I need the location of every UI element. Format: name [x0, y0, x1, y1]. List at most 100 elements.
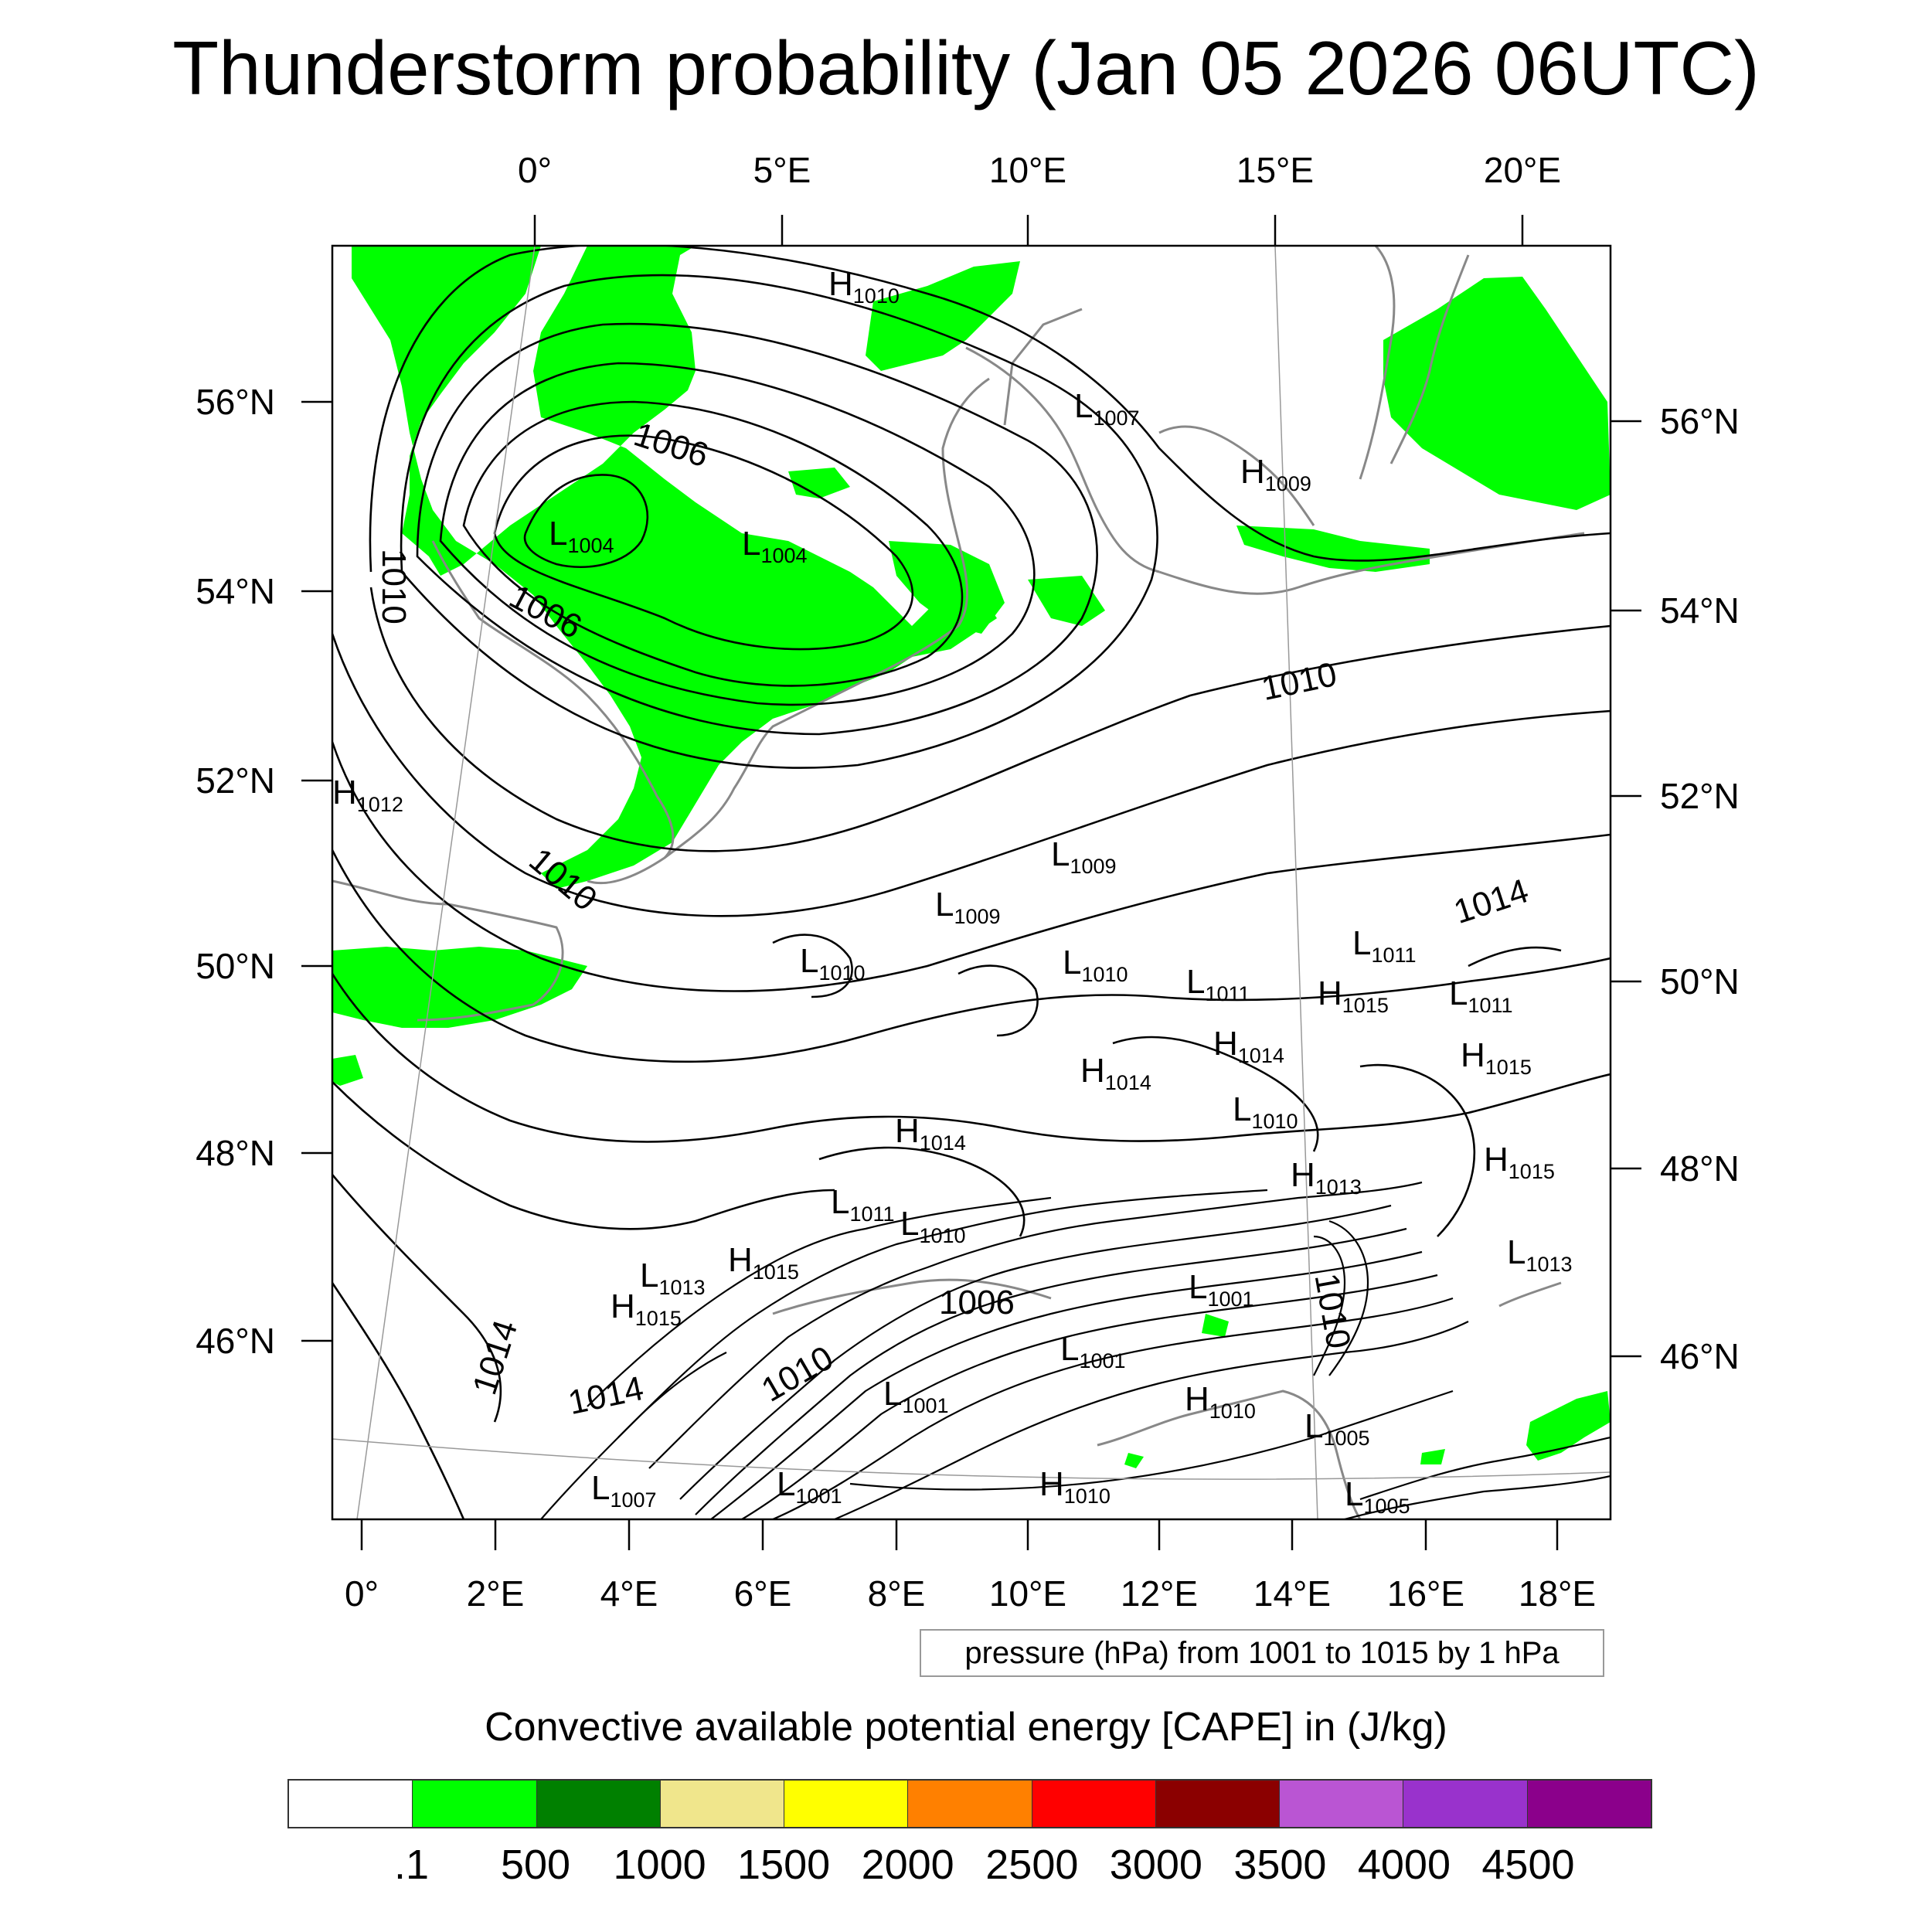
- isobar-label: 1010: [1258, 655, 1340, 708]
- isobar-1014b: [332, 1282, 465, 1519]
- pressure-center: L1004: [549, 515, 614, 557]
- isobar-label: 1006: [939, 1284, 1015, 1321]
- colorbar-label: 500: [500, 1842, 571, 1888]
- colorbar-label: 4500: [1481, 1842, 1575, 1888]
- isobar-label: 1010: [375, 549, 413, 624]
- coast-netherlands-germany: [664, 377, 990, 859]
- pressure-center: L1004: [742, 525, 808, 567]
- isobar-1010-small: [957, 964, 1039, 1037]
- colorbar-label: 2500: [985, 1842, 1079, 1888]
- alps-iso-11: [849, 1389, 1454, 1491]
- parallel-45: [332, 1438, 1611, 1480]
- colorbar-label: 2000: [861, 1842, 954, 1888]
- top-lon-label: 20°E: [1484, 150, 1561, 190]
- left-lat-label: 50°N: [196, 946, 275, 986]
- pressure-center: L1001: [777, 1465, 842, 1508]
- colorbar-cell: [908, 1781, 1032, 1827]
- top-lon-label: 15°E: [1236, 150, 1314, 190]
- chart-title: Thunderstorm probability (Jan 05 2026 06…: [172, 26, 1760, 111]
- isobar-label: 1014: [1449, 872, 1532, 931]
- colorbar-label: 3000: [1109, 1842, 1202, 1888]
- isobar-low-1004: [523, 474, 649, 569]
- pressure-center: H1015: [1461, 1036, 1532, 1079]
- alps-iso-3: [710, 1250, 1423, 1519]
- isobar-1009: [400, 274, 1158, 769]
- isobar-1015c: [1359, 1063, 1476, 1237]
- left-lat-label: 46°N: [196, 1321, 275, 1361]
- coast-gotland-line: [1389, 254, 1470, 464]
- colorbar-cell: [1280, 1781, 1404, 1827]
- left-lat-label: 54°N: [196, 571, 275, 611]
- left-lat-label: 48°N: [196, 1133, 275, 1173]
- pressure-center: L1011: [1352, 924, 1417, 967]
- isobar-1015: [332, 1081, 835, 1230]
- graticule: [332, 245, 1611, 1520]
- pressure-center: H1014: [895, 1112, 966, 1155]
- pressure-center: L1011: [1449, 975, 1513, 1017]
- coast-sweden-south: [1158, 425, 1315, 526]
- right-lat-label: 54°N: [1660, 590, 1740, 631]
- isobar-label: 1010: [1307, 1270, 1357, 1352]
- colorbar-cell: [1403, 1781, 1528, 1827]
- coast-jutland: [1003, 308, 1083, 426]
- isobar-1014: [332, 973, 1611, 1143]
- right-lat-label: 46°N: [1660, 1336, 1740, 1376]
- pressure-center: H1014: [1080, 1052, 1151, 1094]
- bottom-lon-label: 0°: [345, 1573, 379, 1614]
- coast-england: [431, 540, 675, 885]
- pressure-center: L1011: [831, 1183, 895, 1226]
- cape-area-north-sea: [352, 246, 997, 889]
- border-alps: [772, 1278, 1052, 1315]
- colorbar-cell: [1527, 1781, 1651, 1827]
- pressure-center: H1010: [1039, 1465, 1111, 1508]
- right-lat-label: 52°N: [1660, 776, 1740, 816]
- bottom-lon-label: 2°E: [467, 1573, 525, 1614]
- right-lat-label: 48°N: [1660, 1148, 1740, 1189]
- colorbar-cell: [784, 1781, 909, 1827]
- alps-iso-2: [695, 1227, 1407, 1515]
- pressure-center: H1012: [332, 774, 403, 816]
- colorbar-cell: [1155, 1781, 1281, 1827]
- alps-iso-9: [587, 1196, 1052, 1407]
- alps-iso-13: [1344, 1475, 1611, 1519]
- pressure-center: L1010: [800, 942, 866, 985]
- pressure-center: H1015: [611, 1287, 682, 1330]
- axis-ticks: [301, 215, 1641, 1550]
- isobar-1014c: [1112, 1036, 1319, 1152]
- colorbar-cell: [289, 1781, 413, 1827]
- alps-iso-8: [617, 1189, 1268, 1438]
- bottom-lon-label: 16°E: [1387, 1573, 1464, 1614]
- right-lat-label: 50°N: [1660, 961, 1740, 1002]
- pressure-centers: H1010 L1007 H1009 L1004 L1004 H1012 L100…: [332, 265, 1573, 1518]
- pressure-center: L1007: [1074, 387, 1140, 430]
- pressure-center: H1013: [1291, 1156, 1362, 1199]
- colorbar-cell: [413, 1781, 537, 1827]
- alps-iso-15: [1328, 1219, 1369, 1376]
- cape-area-baltic-east: [1383, 277, 1611, 510]
- bottom-lon-label: 14°E: [1253, 1573, 1331, 1614]
- isobar-label: 1014: [465, 1315, 525, 1399]
- top-lon-label: 0°: [518, 150, 552, 190]
- pressure-center: L1013: [1507, 1233, 1573, 1276]
- coast-channel: [332, 879, 564, 1022]
- isobar-1008: [416, 322, 1098, 736]
- meridian-0: [356, 245, 536, 1520]
- pressure-center: L1001: [1189, 1268, 1254, 1311]
- isobar-1013b: [818, 1146, 1026, 1237]
- pressure-center: L1001: [1060, 1330, 1126, 1372]
- legend-title: Convective available potential energy [C…: [485, 1705, 1447, 1750]
- isobar-1012: [332, 741, 1611, 992]
- coast-sweden-east: [1359, 246, 1396, 480]
- cape-area-denmark: [889, 541, 1005, 634]
- bottom-lon-label: 18°E: [1519, 1573, 1596, 1614]
- alps-iso-10: [540, 1352, 727, 1519]
- left-lat-label: 56°N: [196, 382, 275, 422]
- bottom-lon-label: 12°E: [1121, 1573, 1198, 1614]
- meridian-15: [1274, 245, 1318, 1520]
- coast-croatia: [1498, 1281, 1562, 1308]
- left-lat-labels: 56°N 54°N 52°N 50°N 48°N 46°N: [196, 382, 275, 1361]
- bottom-lon-labels: 0° 2°E 4°E 6°E 8°E 10°E 12°E 14°E 16°E 1…: [345, 1573, 1596, 1614]
- isobar-1011: [332, 633, 1611, 917]
- pressure-center: L1010: [900, 1205, 966, 1247]
